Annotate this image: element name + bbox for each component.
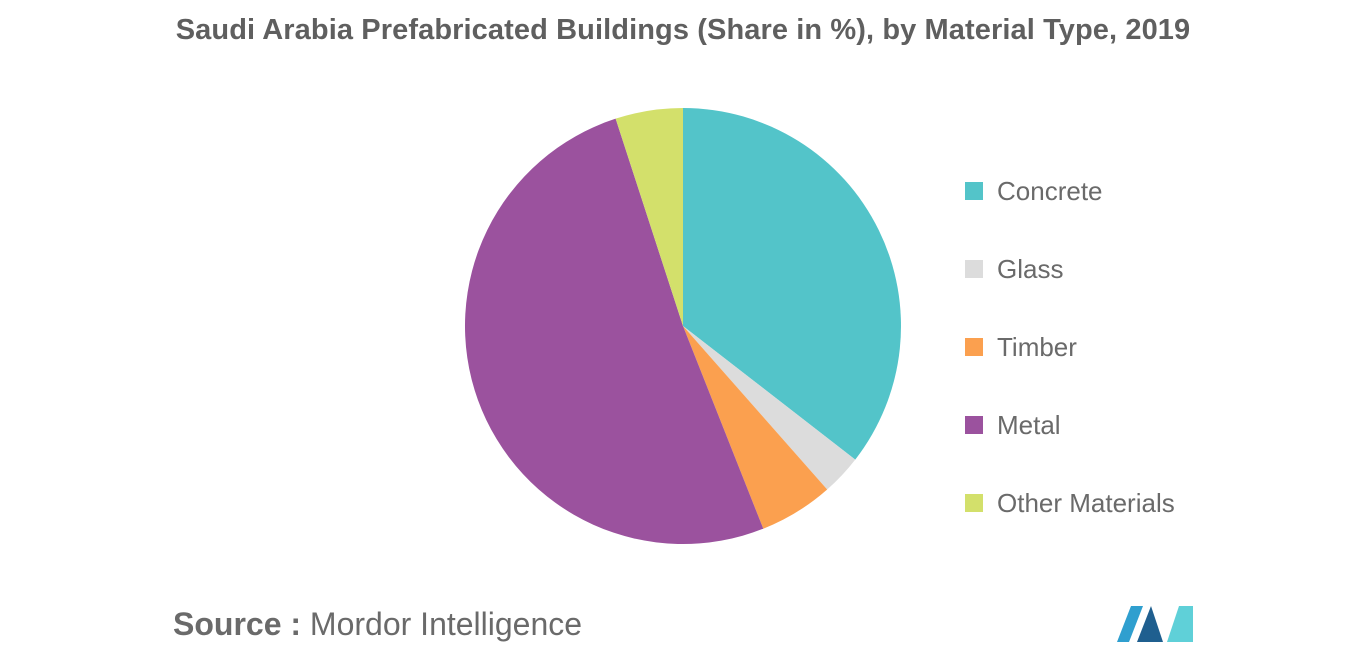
mordor-intelligence-logo [1117,606,1193,642]
legend-item-other-materials: Other Materials [965,464,1175,542]
legend-label-concrete: Concrete [997,175,1103,206]
logo-shape-right [1167,606,1193,642]
legend-label-glass: Glass [997,253,1064,284]
logo-shape-middle [1137,606,1163,642]
source-name: Mordor Intelligence [309,606,583,642]
chart-title: Saudi Arabia Prefabricated Buildings (Sh… [175,14,1191,46]
legend-label-other-materials: Other Materials [997,487,1175,518]
legend-swatch-metal [965,416,983,434]
source-note: Source : Mordor Intelligence [173,606,582,643]
legend-item-metal: Metal [965,386,1175,464]
legend-item-glass: Glass [965,230,1175,308]
pie-slice-concrete [683,108,901,460]
legend-swatch-timber [965,338,983,356]
pie-slice-timber [683,326,828,529]
pie-slice-other-materials [615,108,683,326]
legend-label-timber: Timber [997,331,1077,362]
legend-label-metal: Metal [997,409,1061,440]
source-prefix: Source : [173,606,302,642]
legend-swatch-concrete [965,182,983,200]
logo-shape-left [1117,606,1143,642]
legend: Concrete Glass Timber Metal Other Materi… [965,152,1175,542]
legend-item-concrete: Concrete [965,152,1175,230]
legend-swatch-glass [965,260,983,278]
legend-item-timber: Timber [965,308,1175,386]
legend-swatch-other-materials [965,494,983,512]
pie-slice-glass [683,326,856,490]
pie-slice-metal [464,118,764,545]
